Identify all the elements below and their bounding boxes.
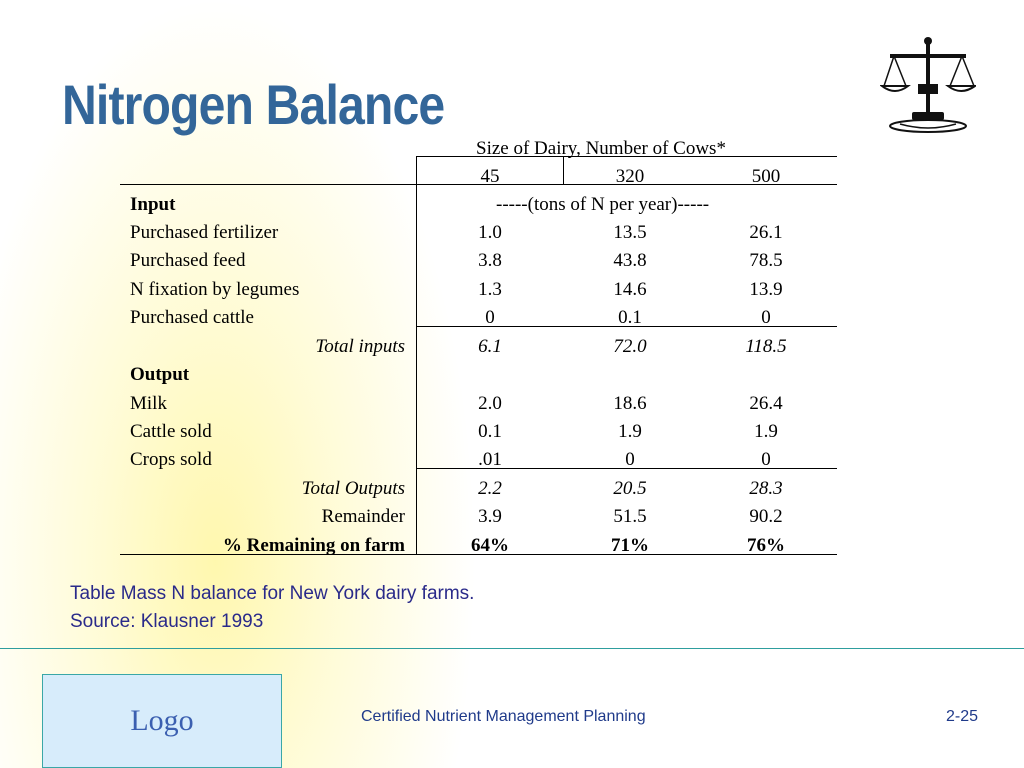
row-label: Crops sold xyxy=(130,449,212,470)
footer-page-number: 2-25 xyxy=(946,708,979,725)
pct-remaining-label: % Remaining on farm xyxy=(222,535,405,556)
table-cell: 0.1 xyxy=(478,421,502,442)
row-label: Milk xyxy=(130,393,167,414)
label-column-divider xyxy=(416,156,417,554)
column-group-header: Size of Dairy, Number of Cows* xyxy=(476,138,726,159)
header-column-divider xyxy=(563,156,564,184)
nitrogen-balance-table: Size of Dairy, Number of Cows* 45 320 50… xyxy=(120,138,837,556)
total-outputs-value: 28.3 xyxy=(749,478,783,499)
table-cell: 18.6 xyxy=(613,393,647,414)
caption-line: Table Mass N balance for New York dairy … xyxy=(70,583,475,604)
total-outputs-value: 2.2 xyxy=(478,478,502,499)
table-cell: 1.9 xyxy=(618,421,642,442)
column-header-45: 45 xyxy=(480,166,500,187)
logo-placeholder: Logo xyxy=(42,674,282,768)
total-inputs-value: 6.1 xyxy=(478,336,502,357)
table-caption: Table Mass N balance for New York dairy … xyxy=(70,580,474,636)
row-label: Purchased fertilizer xyxy=(130,222,279,243)
pct-remaining-value: 64% xyxy=(471,535,509,556)
table-cell: 13.9 xyxy=(749,279,783,300)
header-bottom-rule xyxy=(120,184,837,185)
table-cell: 0 xyxy=(761,449,771,470)
row-label: Purchased feed xyxy=(130,250,246,271)
table-cell: 43.8 xyxy=(613,250,647,271)
table-cell: 0 xyxy=(625,449,635,470)
logo-text: Logo xyxy=(130,704,194,737)
total-outputs-label: Total Outputs xyxy=(301,478,405,499)
input-section-label: Input xyxy=(130,194,176,215)
table-bottom-rule xyxy=(120,554,837,555)
balance-scales-icon xyxy=(880,37,976,133)
row-label: Purchased cattle xyxy=(130,307,254,328)
table-cell: 78.5 xyxy=(749,250,783,271)
table-cell: 3.8 xyxy=(478,250,502,271)
pct-remaining-value: 71% xyxy=(611,535,649,556)
pct-remaining-value: 76% xyxy=(747,535,785,556)
footer-course-title: Certified Nutrient Management Planning xyxy=(361,708,646,725)
table-cell: 1.3 xyxy=(478,279,502,300)
table-cell: 1.9 xyxy=(754,421,778,442)
output-section-label: Output xyxy=(130,364,190,385)
table-cell: 2.0 xyxy=(478,393,502,414)
units-note: -----(tons of N per year)----- xyxy=(496,194,710,215)
total-inputs-value: 118.5 xyxy=(745,336,787,357)
total-outputs-value: 20.5 xyxy=(613,478,647,499)
remainder-value: 90.2 xyxy=(749,506,783,527)
total-inputs-rule xyxy=(416,326,837,327)
table-cell: 26.4 xyxy=(749,393,783,414)
remainder-value: 3.9 xyxy=(478,506,502,527)
table-cell: .01 xyxy=(478,449,502,470)
table-cell: 13.5 xyxy=(613,222,647,243)
page-title: Nitrogen Balance xyxy=(62,73,445,136)
table-cell: 0.1 xyxy=(618,307,642,328)
column-header-500: 500 xyxy=(751,166,781,187)
header-top-rule xyxy=(416,156,837,157)
caption-source: Source: Klausner 1993 xyxy=(70,611,264,632)
table-cell: 1.0 xyxy=(478,222,502,243)
table-cell: 0 xyxy=(485,307,495,328)
row-label: N fixation by legumes xyxy=(130,279,300,300)
total-inputs-label: Total inputs xyxy=(315,336,405,357)
total-inputs-value: 72.0 xyxy=(613,336,647,357)
table-cell: 0 xyxy=(761,307,771,328)
row-label: Cattle sold xyxy=(130,421,212,442)
total-outputs-rule xyxy=(416,468,837,469)
remainder-value: 51.5 xyxy=(613,506,647,527)
remainder-label: Remainder xyxy=(321,506,405,527)
footer-divider xyxy=(0,648,1024,649)
column-header-320: 320 xyxy=(615,166,645,187)
table-cell: 26.1 xyxy=(749,222,783,243)
table-cell: 14.6 xyxy=(613,279,647,300)
